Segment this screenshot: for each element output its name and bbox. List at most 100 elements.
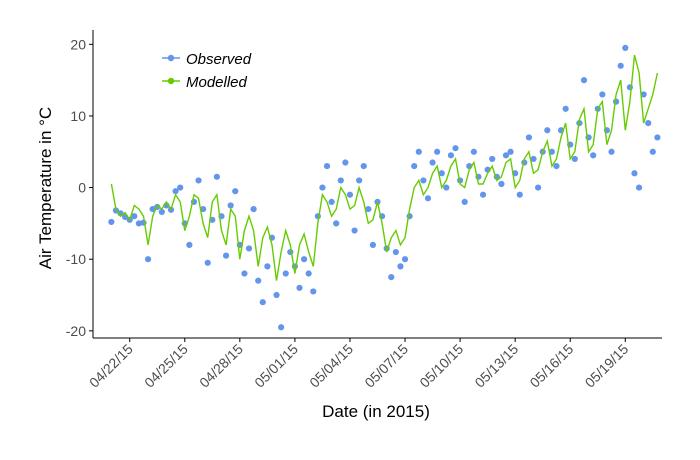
observed-point xyxy=(401,256,409,263)
observed-point xyxy=(337,177,344,184)
observed-point xyxy=(250,205,257,213)
observed-point xyxy=(429,159,436,166)
observed-point xyxy=(296,284,303,291)
observed-point xyxy=(305,270,312,277)
observed-point xyxy=(599,91,606,98)
x-tick-label: 05/04/15 xyxy=(306,341,356,391)
observed-point xyxy=(525,134,533,141)
y-tick-label: 10 xyxy=(70,108,86,124)
x-tick-label: 04/25/15 xyxy=(141,341,191,391)
observed-point xyxy=(131,213,138,220)
observed-point xyxy=(635,184,643,191)
y-axis: -20 -10 0 10 20 xyxy=(66,36,93,339)
x-tick-label: 05/07/15 xyxy=(361,341,411,391)
observed-point xyxy=(140,219,147,226)
observed-point xyxy=(323,162,331,170)
modelled-line xyxy=(110,54,659,281)
observed-point xyxy=(507,148,514,155)
observed-point xyxy=(424,195,432,202)
observed-point xyxy=(590,152,597,159)
observed-point xyxy=(273,291,280,299)
observed-point xyxy=(548,148,555,155)
observed-point xyxy=(434,148,441,155)
observed-point xyxy=(232,188,239,195)
x-tick-label: 05/19/15 xyxy=(582,341,632,391)
y-axis-title: Air Temperature in °C xyxy=(36,107,55,269)
observed-point xyxy=(319,184,326,191)
observed-point xyxy=(351,227,358,234)
observed-point xyxy=(443,184,450,191)
observed-point xyxy=(314,213,321,220)
observed-point xyxy=(245,245,253,252)
observed-point xyxy=(388,274,395,281)
observed-point xyxy=(186,241,193,248)
y-tick-label: 20 xyxy=(70,36,86,52)
observed-point xyxy=(365,205,372,213)
observed-point xyxy=(516,191,523,198)
observed-point xyxy=(144,256,152,263)
observed-point xyxy=(622,44,629,52)
x-axis-title: Date (in 2015) xyxy=(322,402,430,421)
observed-point xyxy=(213,173,220,180)
observed-point xyxy=(498,180,505,188)
observed-point xyxy=(571,155,578,163)
observed-point xyxy=(562,105,569,112)
legend-modelled-label: Modelled xyxy=(186,74,248,91)
observed-point xyxy=(204,259,211,266)
observed-point xyxy=(452,145,459,152)
x-tick-label: 05/10/15 xyxy=(416,341,466,391)
y-tick-label: -20 xyxy=(66,323,86,339)
observed-point xyxy=(438,170,445,177)
observed-point xyxy=(172,188,179,195)
observed-point xyxy=(617,62,624,69)
observed-point xyxy=(649,148,656,155)
observed-point xyxy=(530,155,537,163)
observed-point xyxy=(420,177,427,184)
legend-observed-label: Observed xyxy=(186,51,252,68)
observed-points xyxy=(108,44,661,331)
observed-point xyxy=(200,205,207,213)
observed-point xyxy=(328,198,335,206)
y-tick-label: 0 xyxy=(78,180,86,196)
observed-point xyxy=(342,159,349,166)
x-tick-label: 05/01/15 xyxy=(251,341,301,391)
x-tick-label: 04/22/15 xyxy=(86,341,136,391)
observed-point xyxy=(360,162,367,170)
observed-point xyxy=(608,148,615,155)
observed-point xyxy=(415,148,422,155)
x-tick-label: 05/13/15 xyxy=(471,341,521,391)
observed-point xyxy=(177,184,184,191)
observed-point xyxy=(369,241,377,248)
observed-point xyxy=(489,155,496,163)
observed-point xyxy=(356,177,363,184)
observed-point xyxy=(580,77,588,84)
observed-point xyxy=(397,263,404,270)
x-axis: 04/22/15 04/25/15 04/28/15 05/01/15 05/04/15… xyxy=(86,338,632,391)
observed-point xyxy=(411,162,418,170)
observed-point xyxy=(300,256,308,263)
observed-point xyxy=(278,324,285,331)
observed-point xyxy=(346,191,354,198)
y-tick-label: -10 xyxy=(66,251,86,267)
observed-point xyxy=(282,270,289,277)
observed-point xyxy=(544,127,551,134)
observed-point xyxy=(392,248,399,256)
observed-point xyxy=(333,220,340,227)
observed-point xyxy=(479,191,487,198)
observed-point xyxy=(195,177,202,184)
observed-point xyxy=(135,220,142,227)
observed-point xyxy=(259,299,266,306)
legend-observed-dot xyxy=(167,54,175,62)
observed-point xyxy=(227,202,234,209)
observed-point xyxy=(553,162,560,170)
observed-point xyxy=(447,152,455,159)
observed-point xyxy=(640,91,647,98)
observed-point xyxy=(264,263,271,270)
observed-point xyxy=(108,218,115,226)
observed-point xyxy=(631,170,638,177)
observed-point xyxy=(645,120,652,127)
legend: Observed Modelled xyxy=(162,51,252,91)
observed-point xyxy=(241,270,248,277)
observed-point xyxy=(654,134,661,141)
observed-point xyxy=(222,252,230,259)
